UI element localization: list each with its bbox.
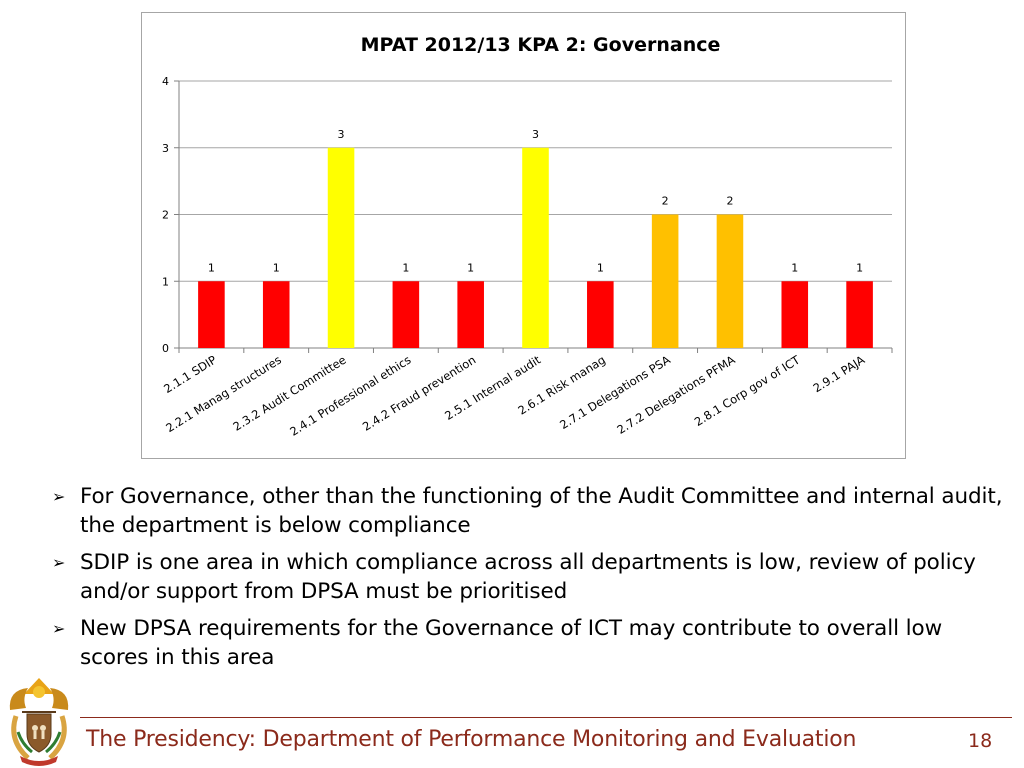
data-label: 1 (597, 261, 604, 274)
bar (457, 281, 484, 348)
bullet-text: SDIP is one area in which compliance acr… (80, 550, 976, 604)
bullet-item: ➢ For Governance, other than the functio… (50, 482, 1010, 540)
chart-frame: MPAT 2012/13 KPA 2: Governance 0 1 2 3 4 1 2.1.… (141, 12, 906, 459)
x-tick-label: 2.4.2 Fraud prevention (360, 353, 478, 434)
x-tick-label: 2.3.2 Audit Committee (230, 353, 348, 434)
y-tick-label: 4 (162, 75, 169, 88)
x-tick-label: 2.7.2 Delegations PFMA (614, 353, 737, 437)
data-label: 3 (338, 128, 345, 141)
y-tick-label: 1 (162, 275, 169, 288)
bar (651, 214, 679, 348)
bullet-text: For Governance, other than the functioni… (80, 484, 1003, 538)
y-tick-label: 3 (162, 142, 169, 155)
bullet-list: ➢ For Governance, other than the functio… (50, 482, 1010, 680)
bullet-item: ➢ SDIP is one area in which compliance a… (50, 548, 1010, 606)
y-tick-label: 0 (162, 342, 169, 355)
chart-title: MPAT 2012/13 KPA 2: Governance (361, 34, 721, 56)
x-tick-label: 2.7.1 Delegations PSA (557, 353, 673, 432)
data-label: 1 (208, 261, 215, 274)
x-tick-label: 2.4.1 Professional ethics (287, 353, 413, 439)
x-tick-label: 2.8.1 Corp gov of ICT (692, 352, 803, 429)
y-tick-label: 2 (162, 209, 169, 222)
bar (198, 281, 225, 348)
data-label: 2 (726, 195, 733, 208)
bullet-item: ➢ New DPSA requirements for the Governan… (50, 614, 1010, 672)
page-number: 18 (968, 730, 993, 752)
bar-chart: MPAT 2012/13 KPA 2: Governance 0 1 2 3 4 1 2.1.… (161, 34, 893, 439)
bar (522, 147, 549, 348)
coat-of-arms-logo (9, 678, 69, 766)
bullet-text: New DPSA requirements for the Governance… (80, 616, 943, 670)
bar (392, 281, 420, 348)
x-tick-label: 2.2.1 Manag structures (163, 353, 284, 436)
bar (781, 281, 809, 348)
arrow-bullet-icon: ➢ (52, 619, 66, 638)
data-label: 1 (467, 261, 474, 274)
bar (846, 281, 873, 348)
arrow-bullet-icon: ➢ (52, 487, 66, 506)
data-label: 1 (856, 261, 863, 274)
bar (327, 147, 355, 348)
footer-title: The Presidency: Department of Performanc… (86, 727, 857, 752)
x-tick-label: 2.1.1 SDIP (161, 353, 219, 396)
x-tick-label: 2.9.1 PAJA (811, 353, 868, 396)
footer-divider (80, 717, 1012, 718)
bar (587, 281, 614, 348)
bar (262, 281, 290, 348)
data-label: 1 (402, 261, 409, 274)
data-label: 1 (791, 261, 798, 274)
data-label: 2 (662, 195, 669, 208)
arrow-bullet-icon: ➢ (52, 553, 66, 572)
bar (716, 214, 744, 348)
data-label: 1 (273, 261, 280, 274)
data-label: 3 (532, 128, 539, 141)
